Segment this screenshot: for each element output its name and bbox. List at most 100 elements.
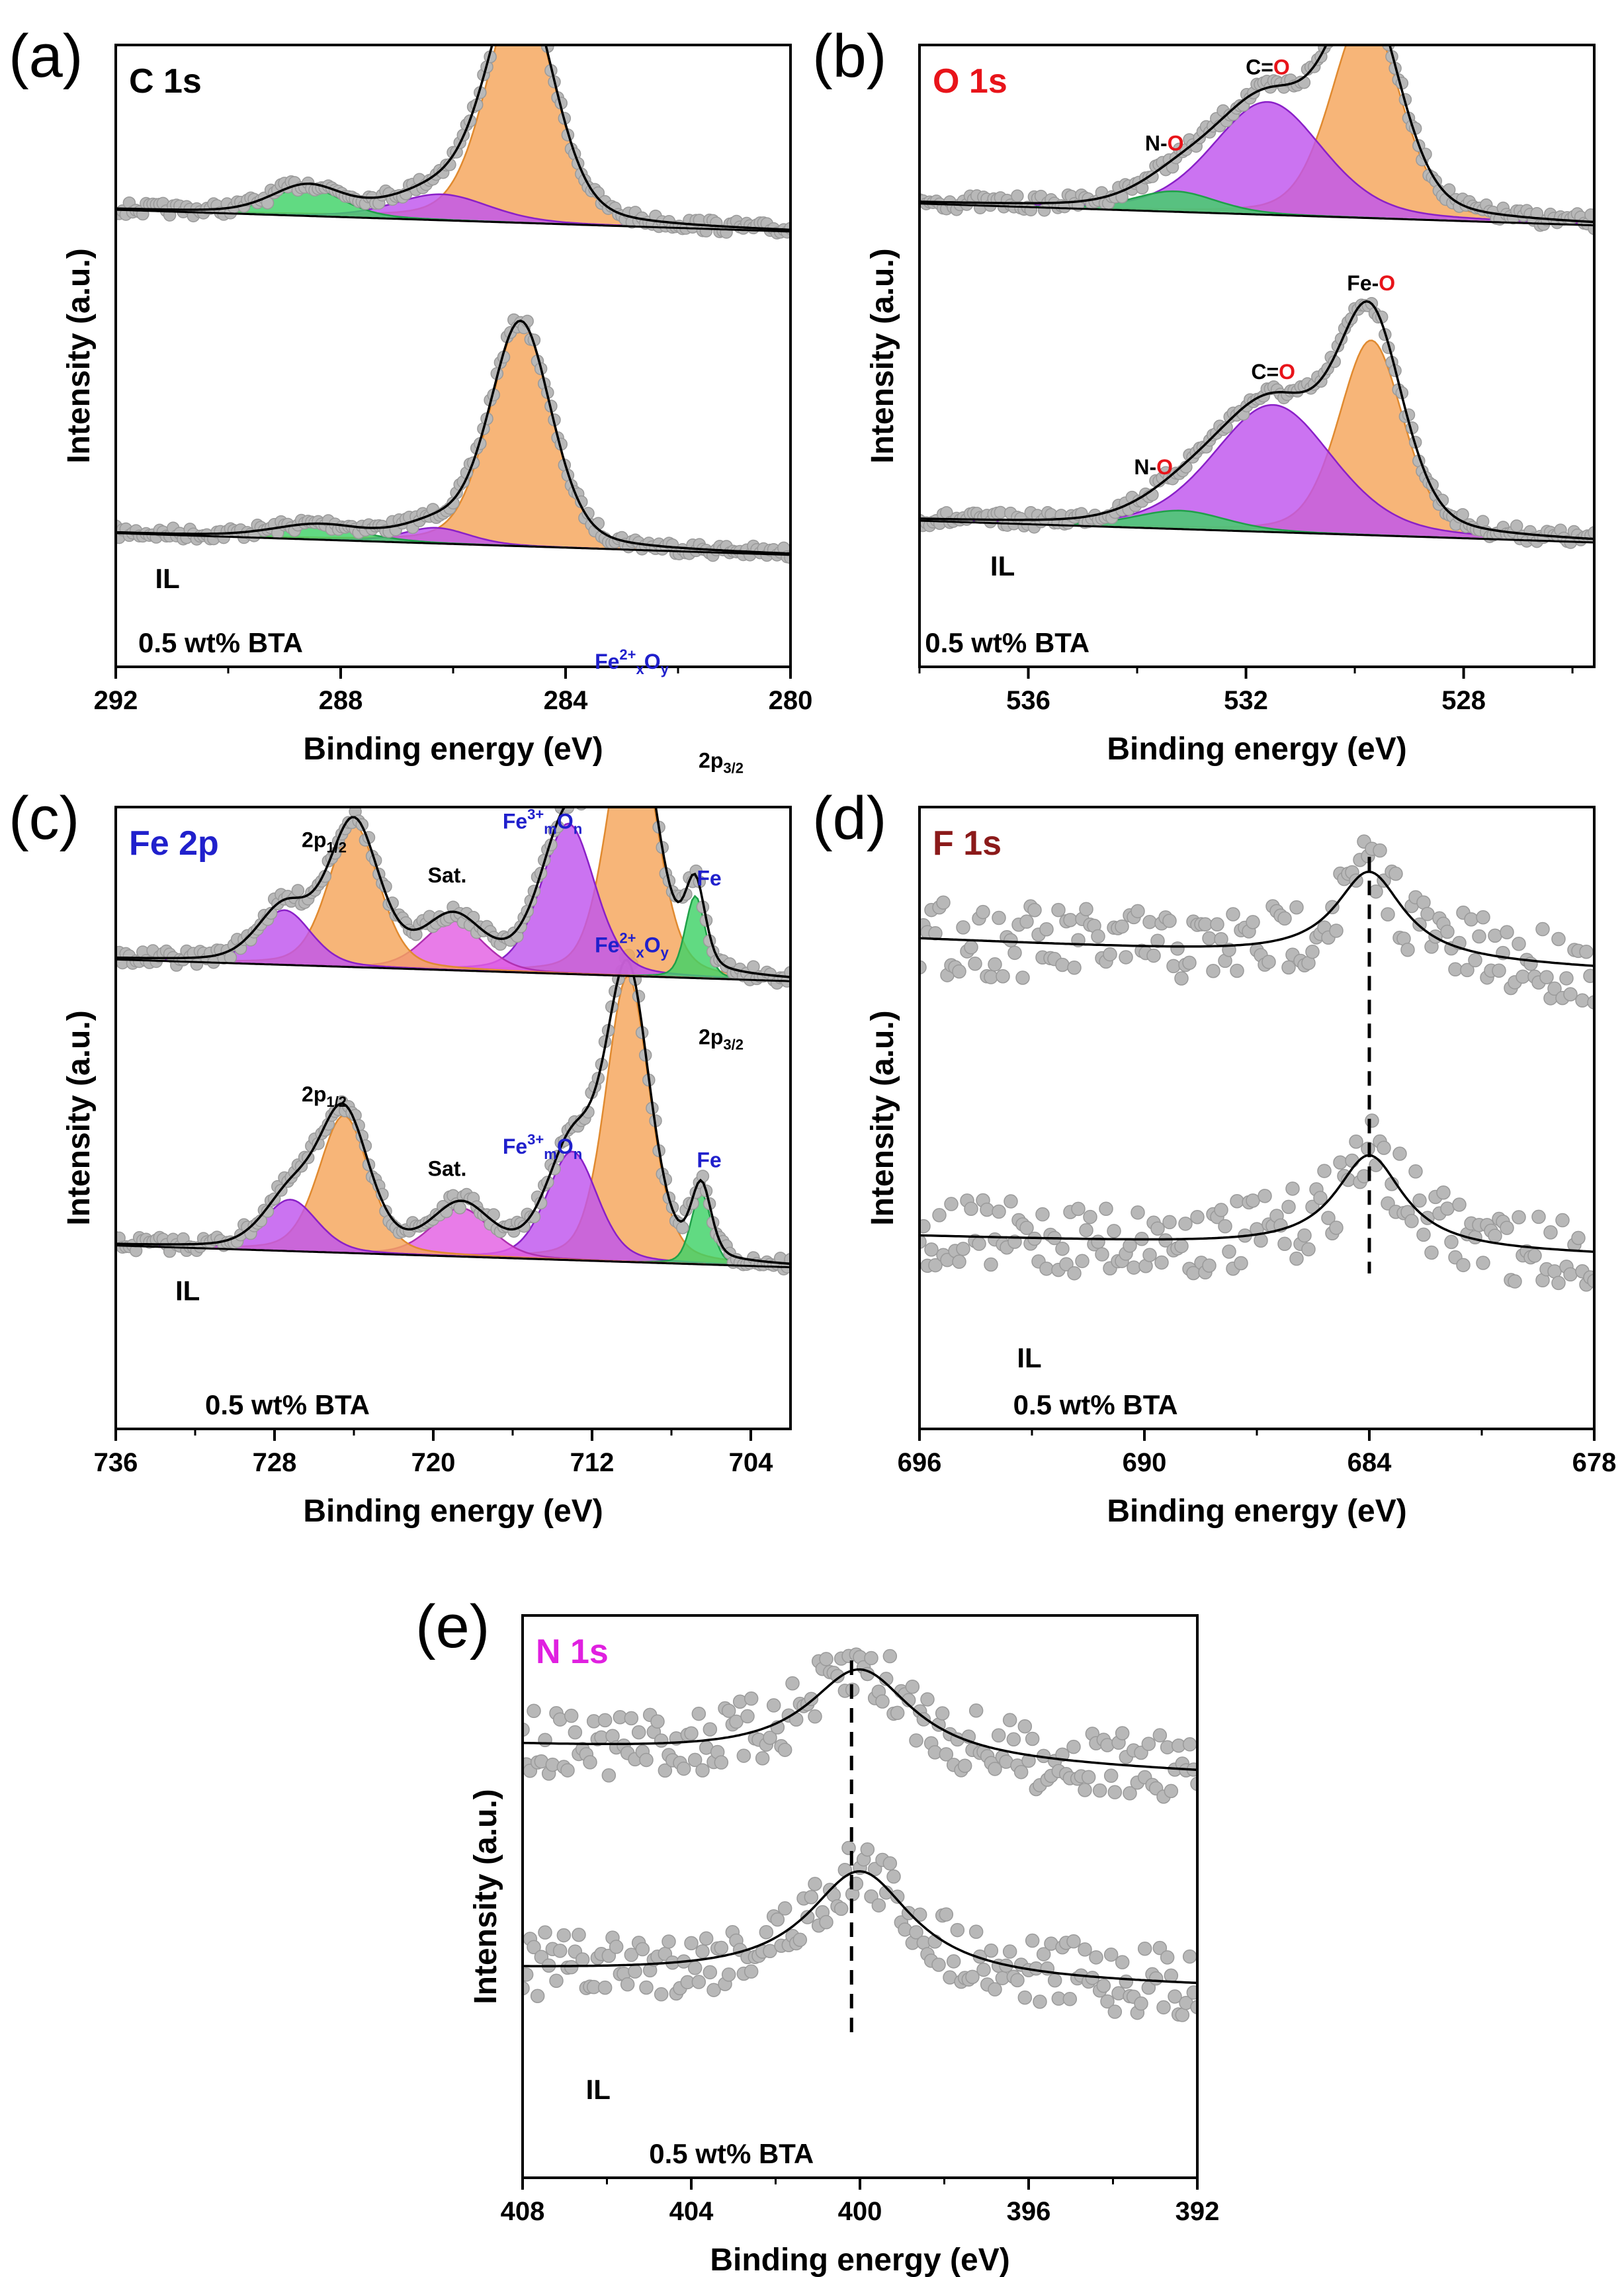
data-point xyxy=(1190,2000,1197,2014)
data-point xyxy=(744,1964,759,1979)
data-point xyxy=(1024,203,1038,217)
data-point xyxy=(643,757,655,769)
data-point xyxy=(841,1840,856,1856)
data-point xyxy=(654,1733,669,1748)
data-point xyxy=(1563,987,1578,1002)
peak-label: C=O xyxy=(1251,360,1295,384)
data-point xyxy=(1107,2004,1123,2019)
data-point xyxy=(1123,1786,1137,1801)
panel-d: IL 0.5 wt% BTA 696 690 684 678 Binding energy … xyxy=(812,785,1616,1529)
data-point xyxy=(956,1242,970,1256)
data-point xyxy=(494,15,506,27)
peak-label: 2p1/2 xyxy=(302,1082,347,1110)
data-point xyxy=(964,1201,978,1217)
data-point xyxy=(1078,1783,1092,1797)
data-point xyxy=(1071,1201,1086,1217)
data-point xyxy=(572,807,578,808)
data-point xyxy=(532,3,544,15)
data-point xyxy=(1162,914,1177,928)
data-point xyxy=(1059,1257,1074,1271)
data-point xyxy=(1588,526,1594,539)
panel-label: (d) xyxy=(812,785,886,852)
data-point xyxy=(1033,1995,1047,2009)
data-point xyxy=(523,1981,530,1996)
data-point xyxy=(530,1989,545,2003)
data-point xyxy=(589,788,601,800)
data-point xyxy=(1321,45,1334,50)
data-point xyxy=(763,1731,777,1745)
y-axis-label: Intensity (a.u.) xyxy=(62,248,97,463)
data-point xyxy=(568,1725,583,1740)
fit-curve-d-0 xyxy=(919,1154,1594,1253)
data-point xyxy=(740,1709,755,1724)
data-point xyxy=(1226,907,1240,922)
x-tick-label: 712 xyxy=(570,1448,615,1477)
data-point xyxy=(1512,1210,1526,1224)
data-point xyxy=(523,1967,534,1982)
x-tick-label: 690 xyxy=(1123,1448,1167,1477)
data-point xyxy=(1230,1193,1244,1209)
data-point xyxy=(950,1922,965,1938)
background-line-b-1 xyxy=(919,202,1594,227)
data-point xyxy=(628,1964,642,1979)
background-line-a-0 xyxy=(116,532,791,556)
data-point xyxy=(1039,922,1054,937)
data-point xyxy=(1369,0,1381,11)
data-point xyxy=(636,718,648,730)
data-point xyxy=(706,1983,721,1997)
peak-label: N-O xyxy=(1145,131,1184,155)
data-point xyxy=(886,1869,901,1884)
x-tick-label: 396 xyxy=(1007,2197,1051,2226)
data-point xyxy=(1349,1134,1363,1149)
data-point xyxy=(1047,1973,1062,1988)
data-point xyxy=(622,678,634,690)
data-point xyxy=(1127,1260,1141,1275)
spectrum-label: IL xyxy=(586,2074,611,2105)
spectrum-label: 0.5 wt% BTA xyxy=(1013,1389,1178,1420)
peak-label: Fe3+mOn xyxy=(503,1131,582,1162)
data-point xyxy=(585,788,597,800)
data-point xyxy=(1444,1234,1459,1250)
data-point xyxy=(991,1728,1006,1743)
data-point xyxy=(629,677,641,689)
data-point xyxy=(1067,1266,1082,1281)
x-tick-label: 280 xyxy=(769,686,813,715)
spectrum-label: IL xyxy=(990,550,1015,581)
data-point xyxy=(1007,945,1022,961)
spectrum-label: IL xyxy=(155,563,180,594)
data-point xyxy=(956,920,970,935)
data-point xyxy=(1587,1273,1594,1289)
data-point xyxy=(1210,917,1224,931)
data-point xyxy=(1202,1258,1217,1273)
data-point xyxy=(687,1961,703,1975)
x-axis-label: Binding energy (eV) xyxy=(1107,1494,1406,1529)
x-tick-label: 678 xyxy=(1572,1448,1617,1477)
data-point xyxy=(1025,1933,1040,1948)
data-point xyxy=(1190,1776,1197,1791)
data-point xyxy=(1377,1140,1391,1155)
data-point xyxy=(264,906,278,920)
data-point xyxy=(1137,1941,1152,1956)
data-point xyxy=(1164,1783,1179,1799)
data-point xyxy=(957,1758,972,1774)
data-point xyxy=(1472,929,1486,944)
data-point xyxy=(1222,1244,1236,1259)
data-point xyxy=(1420,906,1435,922)
x-tick-label: 720 xyxy=(411,1448,456,1477)
data-point xyxy=(1448,962,1463,977)
data-point xyxy=(650,793,662,805)
data-point xyxy=(291,884,305,897)
x-axis-label: Binding energy (eV) xyxy=(710,2243,1009,2277)
peak-label: Fe3+mOn xyxy=(503,806,582,838)
data-point xyxy=(662,1934,676,1949)
data-point xyxy=(1530,206,1544,220)
data-point xyxy=(691,1706,706,1721)
data-point xyxy=(1131,1205,1145,1220)
data-point xyxy=(988,957,1002,972)
data-point xyxy=(1373,843,1387,858)
data-point xyxy=(931,1957,946,1972)
x-axis-label: Binding energy (eV) xyxy=(1107,732,1406,767)
plot-frame xyxy=(918,806,1596,1430)
data-point xyxy=(1066,1934,1081,1949)
